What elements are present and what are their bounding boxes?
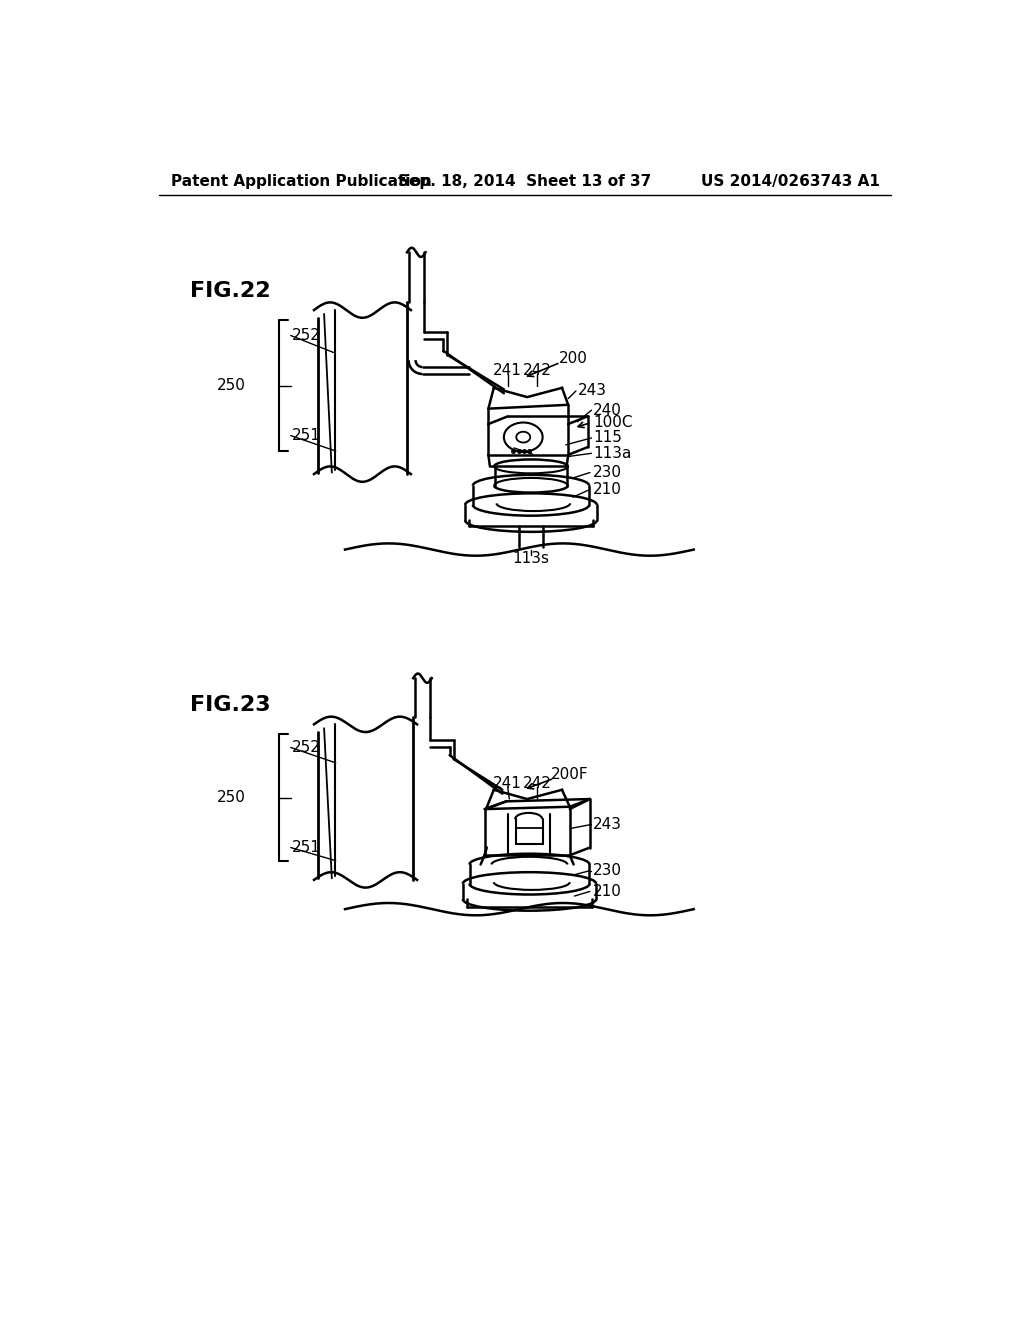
Text: 243: 243 xyxy=(578,383,606,399)
Text: 250: 250 xyxy=(217,789,246,805)
Text: 251: 251 xyxy=(292,428,322,444)
Text: 252: 252 xyxy=(292,741,322,755)
Text: FIG.22: FIG.22 xyxy=(190,281,270,301)
Text: Patent Application Publication: Patent Application Publication xyxy=(171,174,431,189)
Text: 113s: 113s xyxy=(512,552,550,566)
Text: 210: 210 xyxy=(593,482,622,498)
Text: FIG.23: FIG.23 xyxy=(190,696,270,715)
Text: 200: 200 xyxy=(559,351,588,366)
Text: 241: 241 xyxy=(494,776,522,791)
Text: 240: 240 xyxy=(593,403,622,417)
Text: 100C: 100C xyxy=(593,414,633,430)
Text: 242: 242 xyxy=(523,776,552,791)
Text: 230: 230 xyxy=(593,465,622,480)
Text: 210: 210 xyxy=(593,884,622,899)
Text: 251: 251 xyxy=(292,840,322,855)
Text: 230: 230 xyxy=(593,863,622,878)
Text: 113a: 113a xyxy=(593,446,632,461)
Text: 241: 241 xyxy=(494,363,522,378)
Text: 242: 242 xyxy=(523,363,552,378)
Text: US 2014/0263743 A1: US 2014/0263743 A1 xyxy=(700,174,880,189)
Text: Sep. 18, 2014  Sheet 13 of 37: Sep. 18, 2014 Sheet 13 of 37 xyxy=(398,174,651,189)
Text: 200F: 200F xyxy=(550,767,588,781)
Text: 115: 115 xyxy=(593,430,622,445)
Text: 250: 250 xyxy=(217,378,246,393)
Text: 243: 243 xyxy=(593,817,622,832)
Text: 252: 252 xyxy=(292,327,322,343)
